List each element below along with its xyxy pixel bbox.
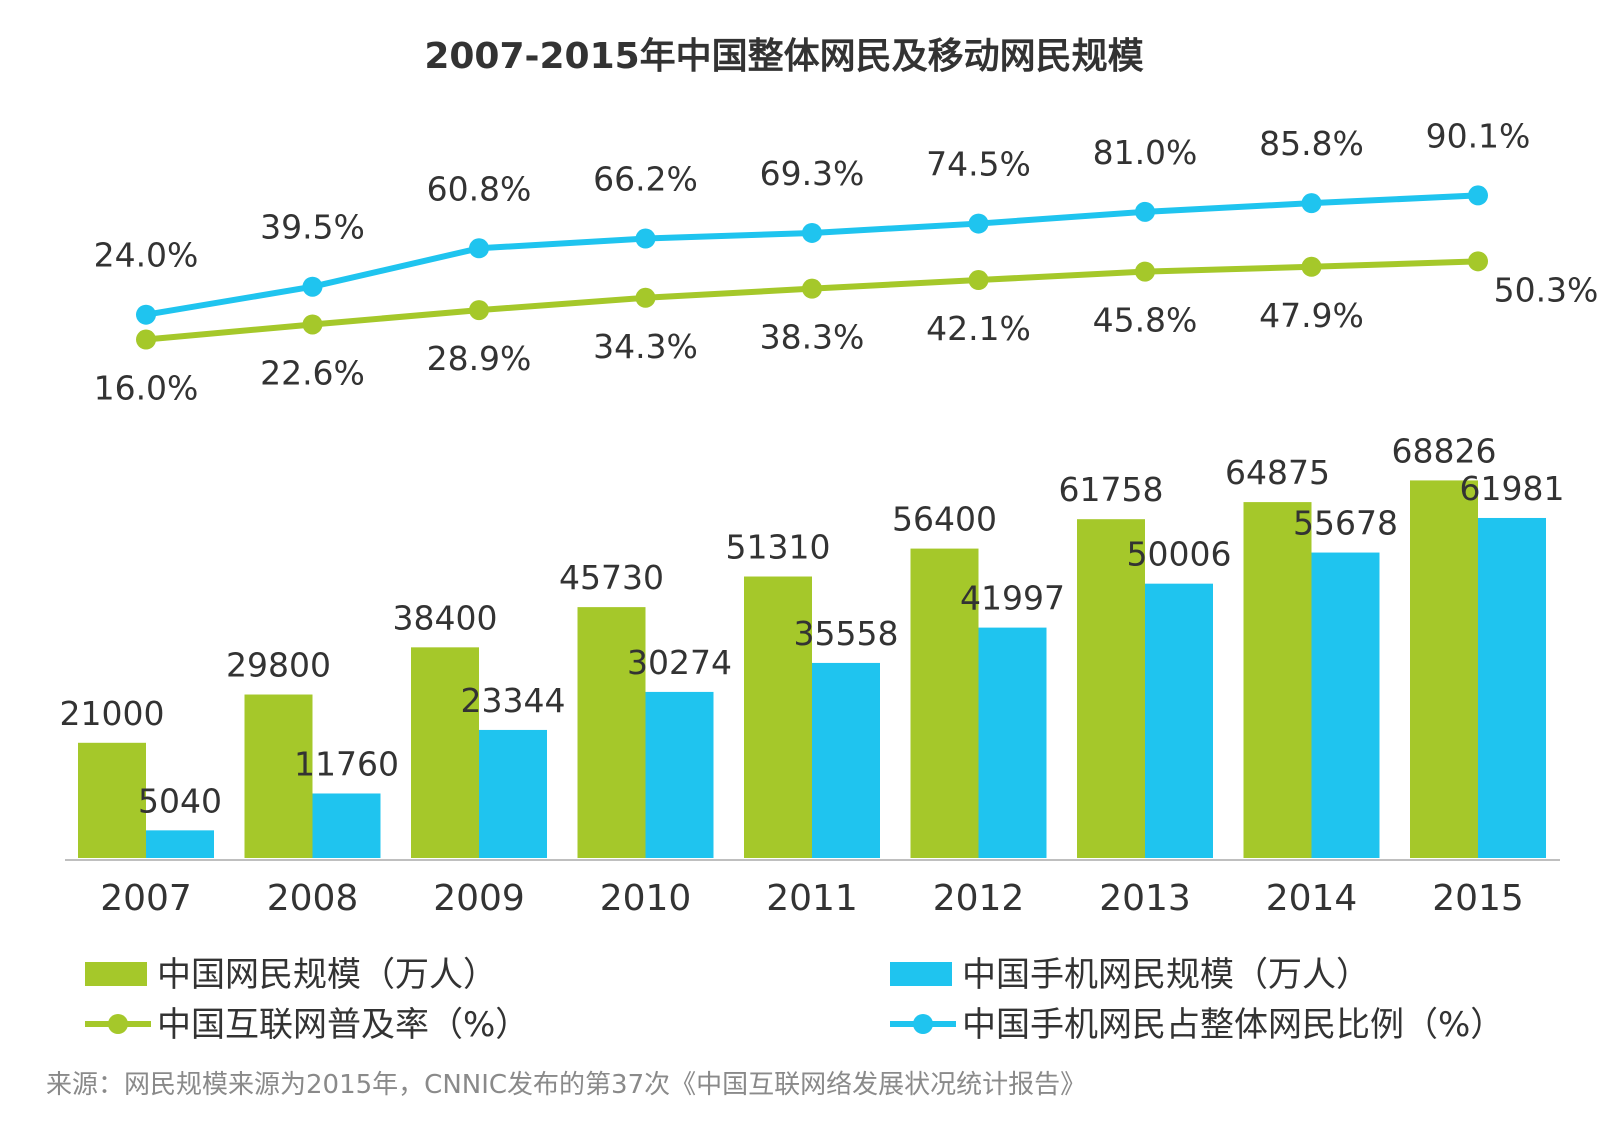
- label-penetration-2009: 28.9%: [427, 339, 532, 378]
- point-mobile-ratio-2009: [469, 238, 489, 259]
- label-penetration-2011: 38.3%: [760, 318, 865, 357]
- bar-label-mobile-2008: 11760: [294, 744, 399, 783]
- bar-label-mobile-2014: 55678: [1293, 504, 1398, 543]
- label-penetration-2014: 47.9%: [1259, 296, 1364, 335]
- label-penetration-2010: 34.3%: [593, 327, 698, 366]
- point-mobile-ratio-2008: [302, 276, 323, 297]
- bar-label-mobile-2007: 5040: [138, 781, 222, 820]
- bar-mobile-netizens-2015: [1478, 517, 1546, 858]
- label-mobile-ratio-2008: 39.5%: [260, 208, 365, 247]
- label-mobile-ratio-2010: 66.2%: [593, 160, 698, 199]
- source-note: 来源：网民规模来源为2015年，CNNIC发布的第37次《中国互联网络发展状况统…: [46, 1070, 1086, 1100]
- legend-swatch-0: [85, 962, 147, 986]
- x-axis-ticks: 2007 2008 2009 2010 2011 2012 2013 2014 2015: [100, 878, 1524, 919]
- label-penetration-2012: 42.1%: [926, 309, 1031, 348]
- bar-label-total-2015: 68826: [1392, 431, 1497, 470]
- bar-label-total-2012: 56400: [892, 500, 997, 539]
- point-penetration-2015: [1468, 251, 1488, 272]
- bar-total-netizens-2015: [1410, 480, 1478, 858]
- label-mobile-ratio-2013: 81.0%: [1093, 133, 1198, 172]
- point-mobile-ratio-2010: [635, 228, 656, 249]
- bar-total-netizens-2014: [1243, 502, 1312, 858]
- bar-label-total-2014: 64875: [1225, 453, 1330, 492]
- point-penetration-2010: [635, 287, 656, 308]
- x-tick-2013: 2013: [1099, 878, 1191, 919]
- bar-label-mobile-2012: 41997: [960, 579, 1065, 618]
- bar-total-netizens-2012: [910, 548, 979, 858]
- bar-total-netizens-2010: [577, 607, 646, 858]
- x-tick-2012: 2012: [933, 878, 1025, 919]
- x-tick-2014: 2014: [1266, 878, 1358, 919]
- label-mobile-ratio-2014: 85.8%: [1259, 124, 1364, 163]
- legend-label-3: 中国手机网民占整体网民比例（%）: [962, 1005, 1504, 1045]
- bar-mobile-netizens-2008: [312, 793, 381, 858]
- x-tick-2011: 2011: [766, 878, 858, 919]
- bar-total-netizens-2007: [78, 742, 146, 858]
- bar-label-mobile-2013: 50006: [1127, 535, 1232, 574]
- legend-label-2: 中国互联网普及率（%）: [157, 1005, 529, 1045]
- line-layer: 16.0% 22.6% 28.9% 34.3% 38.3% 42.1% 45.8% 47.9%…: [94, 116, 1599, 407]
- point-penetration-2012: [968, 270, 989, 291]
- bar-label-total-2013: 61758: [1059, 470, 1164, 509]
- bar-mobile-netizens-2013: [1145, 583, 1213, 858]
- point-mobile-ratio-2012: [968, 213, 989, 234]
- label-penetration-2015: 50.3%: [1494, 270, 1599, 309]
- x-tick-2010: 2010: [600, 878, 692, 919]
- point-mobile-ratio-2011: [802, 222, 822, 243]
- legend-swatch-marker-2: [108, 1014, 128, 1034]
- label-penetration-2007: 16.0%: [94, 369, 199, 408]
- legend: 中国网民规模（万人） 中国手机网民规模（万人） 中国互联网普及率（%） 中国手机网民占…: [85, 955, 1504, 1045]
- legend-swatch-1: [890, 962, 952, 986]
- bar-label-mobile-2011: 35558: [794, 614, 899, 653]
- bar-total-netizens-2013: [1077, 519, 1145, 858]
- point-mobile-ratio-2013: [1135, 201, 1155, 222]
- point-mobile-ratio-2014: [1301, 193, 1322, 214]
- legend-label-1: 中国手机网民规模（万人）: [962, 955, 1370, 995]
- bar-mobile-netizens-2009: [479, 729, 547, 858]
- bar-label-mobile-2010: 30274: [627, 643, 732, 682]
- bar-label-mobile-2015: 61981: [1460, 469, 1565, 508]
- bar-label-mobile-2009: 23344: [461, 681, 566, 720]
- point-penetration-2011: [802, 278, 822, 299]
- bar-total-netizens-2008: [244, 694, 313, 858]
- legend-label-0: 中国网民规模（万人）: [157, 955, 497, 995]
- x-tick-2015: 2015: [1432, 878, 1524, 919]
- bar-mobile-netizens-2007: [146, 830, 214, 858]
- bar-mobile-netizens-2012: [978, 627, 1047, 858]
- point-mobile-ratio-2015: [1468, 185, 1488, 206]
- point-penetration-2014: [1301, 256, 1322, 277]
- bar-total-netizens-2011: [744, 576, 812, 858]
- bar-label-total-2007: 21000: [60, 694, 165, 733]
- bar-mobile-netizens-2011: [812, 662, 880, 858]
- label-penetration-2008: 22.6%: [260, 353, 365, 392]
- bar-label-total-2011: 51310: [726, 528, 831, 567]
- label-mobile-ratio-2007: 24.0%: [94, 236, 199, 275]
- label-mobile-ratio-2009: 60.8%: [427, 169, 532, 208]
- bar-mobile-netizens-2010: [645, 691, 714, 858]
- x-tick-2009: 2009: [433, 878, 525, 919]
- label-penetration-2013: 45.8%: [1093, 301, 1198, 340]
- label-mobile-ratio-2012: 74.5%: [926, 145, 1031, 184]
- bar-label-total-2008: 29800: [226, 646, 331, 685]
- point-penetration-2008: [302, 314, 323, 335]
- label-mobile-ratio-2011: 69.3%: [760, 154, 865, 193]
- chart-title: 2007-2015年中国整体网民及移动网民规模: [424, 36, 1143, 77]
- bar-total-netizens-2009: [411, 647, 479, 858]
- x-tick-2008: 2008: [267, 878, 359, 919]
- legend-swatch-marker-3: [913, 1014, 933, 1034]
- x-tick-2007: 2007: [100, 878, 192, 919]
- point-penetration-2013: [1135, 261, 1155, 282]
- point-penetration-2009: [469, 300, 489, 321]
- point-mobile-ratio-2007: [136, 304, 156, 325]
- point-penetration-2007: [136, 329, 156, 350]
- bar-label-total-2009: 38400: [393, 598, 498, 637]
- label-mobile-ratio-2015: 90.1%: [1426, 116, 1531, 155]
- bar-mobile-netizens-2014: [1311, 552, 1380, 858]
- bar-layer: 21000 5040 29800 11760 38400 23344 45730 30274 5…: [60, 431, 1565, 858]
- bar-label-total-2010: 45730: [559, 558, 664, 597]
